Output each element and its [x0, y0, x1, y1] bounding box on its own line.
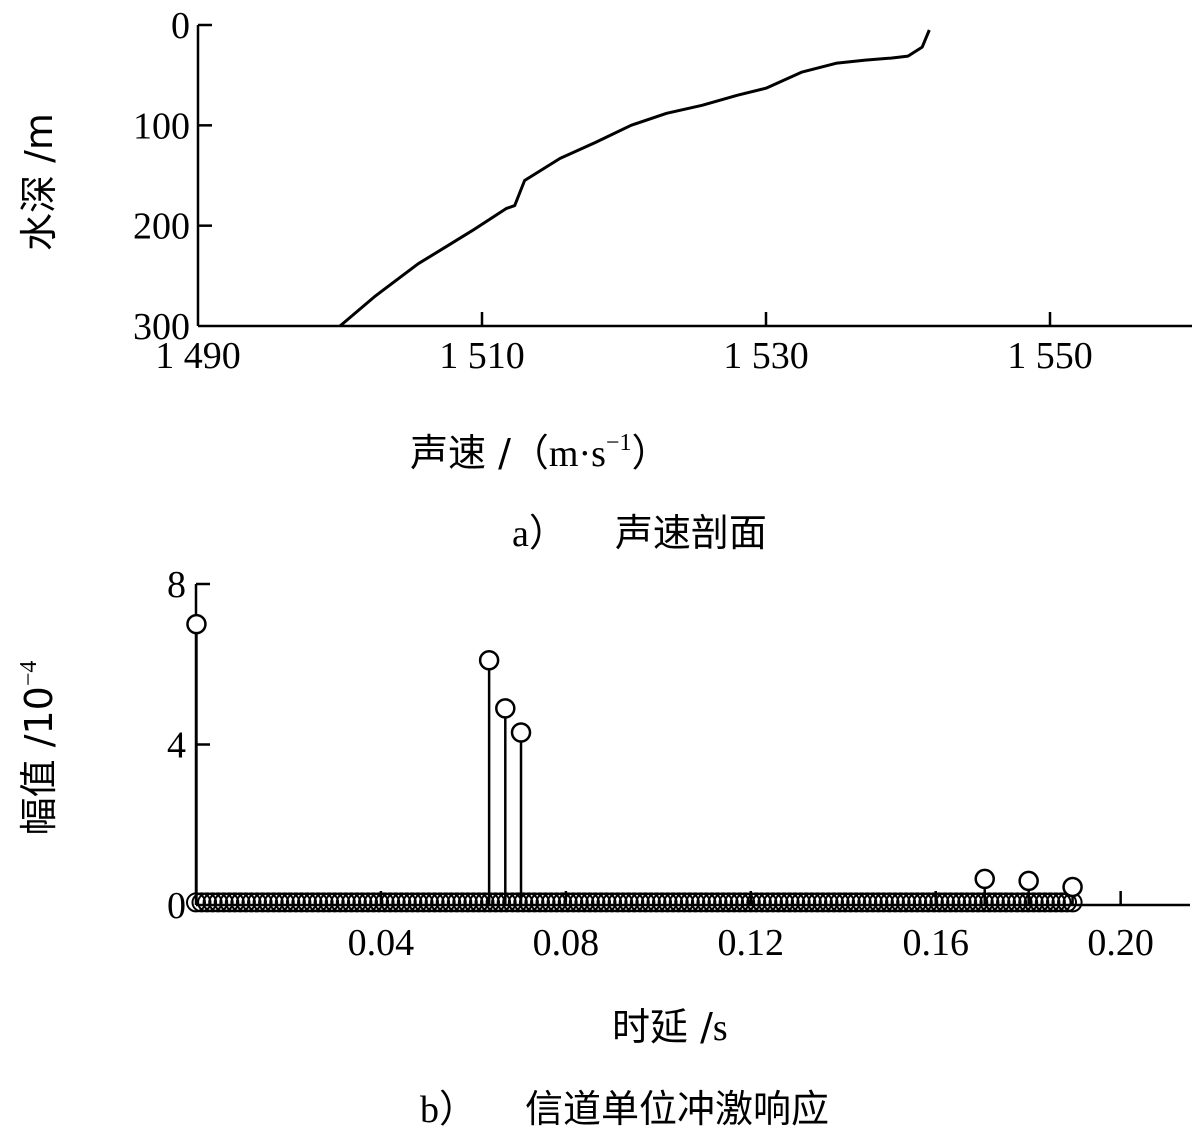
chart-b-stem-marker: [976, 870, 994, 888]
chart-b-x-tick-label: 0.04: [348, 922, 415, 964]
chart-a-x-tick-label: 1 530: [723, 335, 809, 377]
channel-impulse-response-chart: 0.04 0.08 0.12 0.16 0.20 048 时延 /s 幅值 /10−4 …: [16, 564, 1190, 1131]
chart-b-y-axis-label: 幅值 /10−4: [16, 661, 61, 836]
chart-b-y-tick-label: 8: [167, 564, 186, 606]
chart-b-x-tick-label: 0.16: [902, 922, 969, 964]
chart-a-x-tick-label: 1 550: [1007, 335, 1093, 377]
chart-a-x-axis-label: 声速 /（m·s−1）: [410, 430, 669, 475]
chart-a-y-tick-label: 300: [133, 306, 190, 348]
chart-b-stem-marker: [187, 615, 205, 633]
chart-a-y-tick-label: 0: [171, 5, 190, 47]
chart-b-stem-marker: [1020, 872, 1038, 890]
chart-a-y-tick-label: 100: [133, 105, 190, 147]
chart-a-caption: a） 声速剖面: [512, 511, 767, 555]
chart-b-stem-marker: [480, 651, 498, 669]
chart-a-y-axis-label: 水深 /m: [17, 113, 61, 251]
chart-b-stem-marker: [496, 699, 514, 717]
chart-a-x-tick-label: 1 510: [439, 335, 525, 377]
chart-b-x-tick-label: 0.12: [718, 922, 785, 964]
chart-a-series: [340, 30, 929, 326]
chart-b-y-tick-label: 4: [167, 725, 186, 767]
chart-b-caption: b） 信道单位冲激响应: [420, 1087, 829, 1131]
sound-speed-profile-chart: 1 490 1 510 1 530 1 550 0 100 200 300 声速 /（m·s…: [17, 5, 1192, 555]
chart-b-x-tick-label: 0.08: [533, 922, 600, 964]
chart-a-axes: [198, 25, 1192, 326]
chart-b-x-axis-label: 时延 /s: [612, 1005, 728, 1049]
chart-b-stem-marker: [1064, 878, 1082, 896]
chart-b-stems: [187, 615, 1082, 911]
chart-a-y-ticks: 0 100 200 300: [133, 5, 212, 348]
chart-a-sound-speed-line: [340, 30, 929, 326]
chart-b-stem-marker: [512, 723, 530, 741]
chart-b-axes: [196, 584, 1190, 905]
chart-b-y-tick-label: 0: [167, 885, 186, 927]
chart-b-x-tick-label: 0.20: [1087, 922, 1154, 964]
chart-a-x-ticks: 1 490 1 510 1 530 1 550: [155, 312, 1093, 377]
chart-b-x-ticks: 0.04 0.08 0.12 0.16 0.20: [348, 891, 1154, 964]
chart-a-y-tick-label: 200: [133, 206, 190, 248]
